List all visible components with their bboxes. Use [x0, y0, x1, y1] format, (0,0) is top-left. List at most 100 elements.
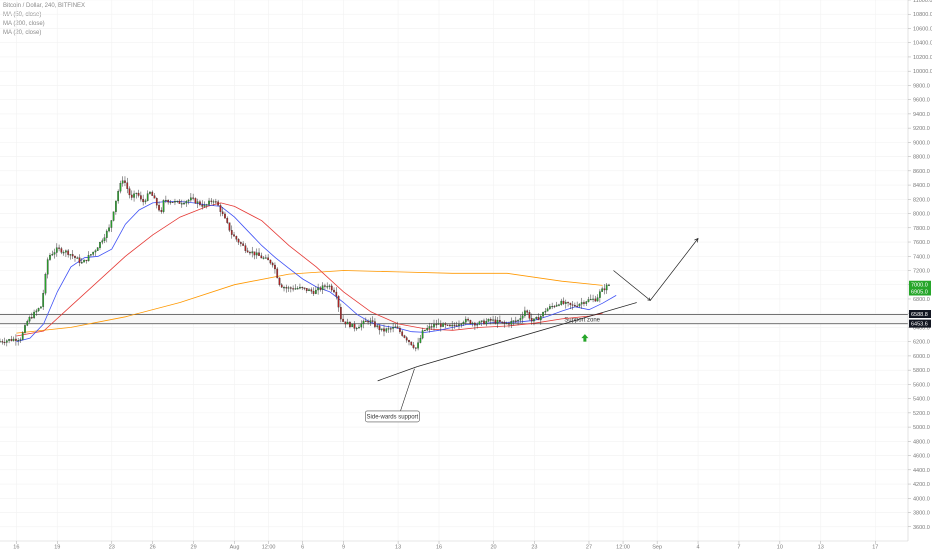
candle-body	[210, 200, 213, 202]
candle-body	[30, 317, 33, 319]
candle-body	[233, 234, 235, 237]
y-tick-label: 8200.0	[913, 197, 930, 203]
candle-body	[517, 320, 519, 322]
y-tick-label: 8600.0	[913, 169, 930, 175]
candle-body	[258, 252, 260, 256]
candle-body	[562, 300, 565, 304]
candle-body	[121, 180, 124, 184]
candle-body	[19, 339, 22, 341]
candle-body	[360, 323, 363, 328]
y-tick-label: 10400.0	[913, 41, 932, 47]
candle-body	[419, 337, 422, 343]
candle-body	[142, 198, 145, 203]
candle-body	[278, 277, 281, 285]
candle-body	[26, 321, 29, 326]
y-tick-label: 4600.0	[913, 454, 930, 460]
candle-body	[571, 304, 574, 306]
candle-body	[485, 321, 488, 325]
candle-body	[499, 320, 501, 322]
candle-body	[560, 300, 563, 305]
candle-body	[8, 339, 10, 341]
candle-body	[576, 305, 579, 307]
projection-path	[613, 238, 699, 301]
x-tick-label: 23	[531, 545, 537, 550]
support-zone-fill	[0, 314, 908, 324]
candle-body	[433, 324, 435, 328]
candle-body	[510, 321, 513, 325]
candle-body	[130, 194, 133, 198]
candle-body	[237, 239, 240, 243]
candle-body	[519, 318, 522, 321]
candle-body	[90, 254, 92, 256]
candle-body	[221, 211, 224, 215]
annotation-pointer	[400, 368, 415, 412]
price-tag-label: 6905.0	[911, 289, 928, 295]
candle-body	[528, 312, 531, 319]
candle-body	[308, 289, 310, 292]
candle-body	[480, 320, 483, 322]
x-tick-label: 12:00	[616, 545, 630, 550]
support-zone-label: Support zone	[564, 317, 600, 323]
y-tick-label: 5000.0	[913, 425, 930, 431]
y-tick-label: 6400.0	[913, 325, 930, 331]
candle-body	[494, 319, 497, 324]
candle-body	[333, 289, 335, 293]
candle-body	[67, 250, 70, 255]
candle-body	[455, 325, 458, 327]
candle-body	[171, 201, 174, 203]
candle-body	[205, 204, 208, 206]
candle-body	[369, 320, 372, 323]
candle-body	[42, 293, 45, 307]
y-tick-label: 6200.0	[913, 340, 930, 346]
y-tick-label: 4800.0	[913, 439, 930, 445]
candle-body	[285, 287, 288, 289]
ma-200-line	[16, 270, 603, 334]
y-tick-label: 6000.0	[913, 354, 930, 360]
candle-body	[167, 199, 170, 203]
candle-body	[478, 321, 481, 325]
candle-body	[133, 193, 135, 198]
candle-body	[578, 303, 581, 307]
x-tick-label: 19	[54, 545, 60, 550]
candle-body	[505, 322, 508, 325]
candle-body	[80, 262, 83, 264]
candle-body	[53, 252, 56, 255]
candle-body	[539, 316, 542, 321]
candle-body	[587, 299, 590, 302]
candle-body	[299, 286, 301, 289]
candle-body	[287, 287, 290, 289]
candle-body	[128, 188, 131, 196]
candle-body	[146, 193, 149, 201]
candle-body	[294, 288, 297, 290]
x-tick-label: 23	[109, 545, 115, 550]
x-tick-label: 7	[737, 545, 740, 550]
x-tick-label: 17	[872, 545, 878, 550]
candle-body	[160, 210, 163, 212]
candle-body	[253, 251, 256, 256]
candle-body	[526, 310, 529, 313]
y-tick-label: 9400.0	[913, 112, 930, 118]
candle-body	[78, 257, 81, 263]
y-tick-label: 11000.0	[913, 0, 932, 4]
candle-body	[174, 200, 176, 203]
candle-body	[537, 317, 540, 321]
candle-body	[305, 288, 308, 292]
candle-body	[376, 325, 379, 327]
annotation-box	[365, 410, 420, 423]
candle-body	[228, 222, 231, 231]
candle-body	[442, 323, 444, 327]
candle-body	[46, 259, 49, 275]
candle-body	[396, 326, 399, 329]
candle-body	[380, 328, 383, 331]
ma-20-line	[16, 201, 617, 343]
candle-body	[464, 318, 467, 323]
candle-body	[317, 287, 319, 291]
candle-body	[599, 291, 601, 298]
candle-body	[49, 254, 51, 260]
candle-body	[249, 252, 251, 254]
candle-body	[21, 332, 24, 340]
candle-body	[194, 198, 197, 204]
x-tick-label: 10	[777, 545, 783, 550]
